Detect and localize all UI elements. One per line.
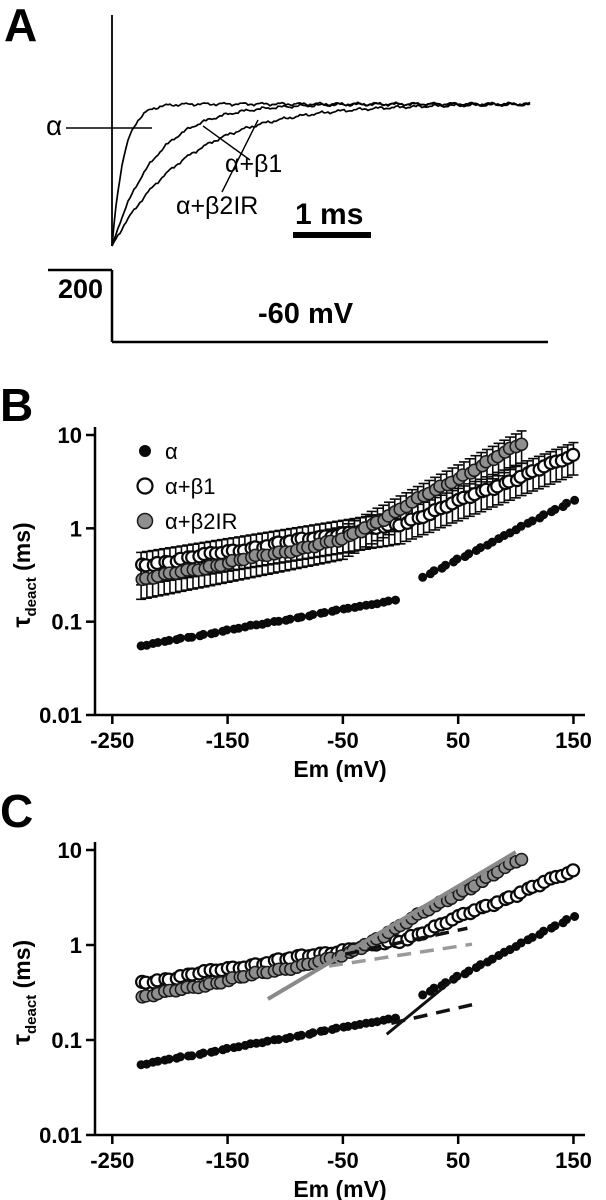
svg-text:α: α [165,439,178,464]
legend-marker-0 [139,445,151,457]
svg-text:-50: -50 [327,728,359,753]
time-scale-bar: 1 ms [293,200,372,238]
axes: 0.01 0.1 1 10 -250 -150 -50 50 150 Em (mV) [39,423,592,782]
panel-c-chart: 0.01 0.1 1 10 -250 -150 -50 50 150 Em (mV) τdeact … [8,838,592,1200]
fit-line-0 [266,850,517,1001]
svg-text:0.1: 0.1 [51,610,82,635]
panel-a-traces [48,15,548,344]
svg-text:1: 1 [70,516,82,541]
legend-marker-1 [136,477,154,495]
svg-text:-250: -250 [90,1148,134,1173]
svg-text:Em (mV): Em (mV) [293,756,386,782]
legend-marker-2 [136,512,154,530]
leader-alpha-beta1 [202,125,251,161]
trace-label-alpha-beta1: α+β1 [225,150,283,178]
svg-text:-250: -250 [90,728,134,753]
panel-c-letter: C [0,785,34,837]
fit-line-1 [328,942,473,968]
series-1 [135,863,581,990]
svg-text:-150: -150 [206,728,250,753]
svg-text:150: 150 [555,728,592,753]
voltage-step-label: -60 mV [258,298,354,330]
svg-text:0.1: 0.1 [51,1028,82,1053]
fit-line-4 [390,1003,473,1025]
axes: 0.01 0.1 1 10 -250 -150 -50 50 150 Em (mV) [39,838,592,1200]
fit-line-3 [385,972,462,1036]
svg-text:0.01: 0.01 [39,703,82,728]
svg-text:α+β2IR: α+β2IR [165,509,237,534]
legend: α α+β1 α+β2IR [136,439,237,534]
panel-a-drawing [48,15,548,344]
svg-text:10: 10 [58,423,82,448]
svg-text:-150: -150 [206,1148,250,1173]
svg-text:150: 150 [555,1148,592,1173]
series-2 [135,437,529,587]
chart-B: 0.01 0.1 1 10 -250 -150 -50 50 150 Em (mV) τdeact … [8,423,592,782]
svg-text:-50: -50 [327,1148,359,1173]
svg-text:α+β1: α+β1 [165,474,215,499]
trace-1 [111,101,531,247]
panel-a-letter: A [4,0,38,51]
fit-line-2 [344,926,468,956]
trace-label-alpha: α [46,110,63,141]
leader-alpha-beta2ir [221,119,259,193]
svg-text:0.01: 0.01 [39,1123,82,1148]
trace-2 [111,101,531,247]
y-axis-label: τdeact (ms) [8,940,40,1045]
panel-b-chart: 0.01 0.1 1 10 -250 -150 -50 50 150 Em (mV) τdeact … [8,423,592,782]
svg-text:50: 50 [446,1148,470,1173]
chart-C: 0.01 0.1 1 10 -250 -150 -50 50 150 Em (mV) τdeact … [8,838,592,1200]
svg-text:1: 1 [70,933,82,958]
y-axis-label: τdeact (ms) [8,522,40,627]
svg-text:Em (mV): Em (mV) [293,1176,386,1200]
panel-b-letter: B [0,379,34,431]
svg-text:10: 10 [58,838,82,863]
svg-text:50: 50 [446,728,470,753]
current-scale-label: 200 [58,274,104,304]
series-0 [136,912,580,1070]
trace-label-alpha-beta2ir: α+β2IR [176,192,259,220]
series-0 [136,495,580,651]
